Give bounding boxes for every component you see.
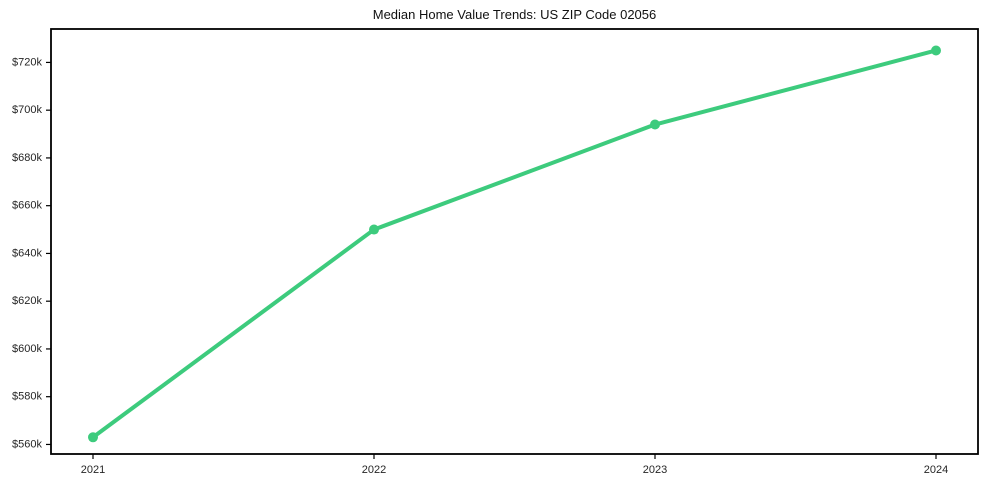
chart-title: Median Home Value Trends: US ZIP Code 02… (372, 7, 657, 22)
plot-border (50, 28, 979, 455)
y-axis-tick-label: $640k (12, 247, 42, 259)
data-point-marker (369, 224, 379, 235)
y-axis-tick-label: $600k (12, 343, 42, 355)
y-axis-tick-label: $580k (12, 391, 42, 403)
y-axis-tick-label: $660k (12, 200, 42, 212)
data-point-marker (650, 119, 660, 130)
y-axis-tick-label: $720k (12, 56, 42, 68)
x-axis-tick-label: 2021 (81, 464, 105, 476)
y-axis-tick-label: $620k (12, 295, 42, 307)
y-axis-tick-label: $680k (12, 152, 42, 164)
x-axis-tick-label: 2024 (924, 464, 948, 476)
y-axis-tick-label: $560k (12, 438, 42, 450)
data-point-marker (88, 432, 98, 443)
y-axis-tick-label: $700k (12, 104, 42, 116)
trend-line (91, 48, 938, 440)
x-axis-tick-label: 2022 (362, 464, 386, 476)
x-axis-tick-label: 2023 (643, 464, 667, 476)
data-point-marker (931, 45, 941, 56)
